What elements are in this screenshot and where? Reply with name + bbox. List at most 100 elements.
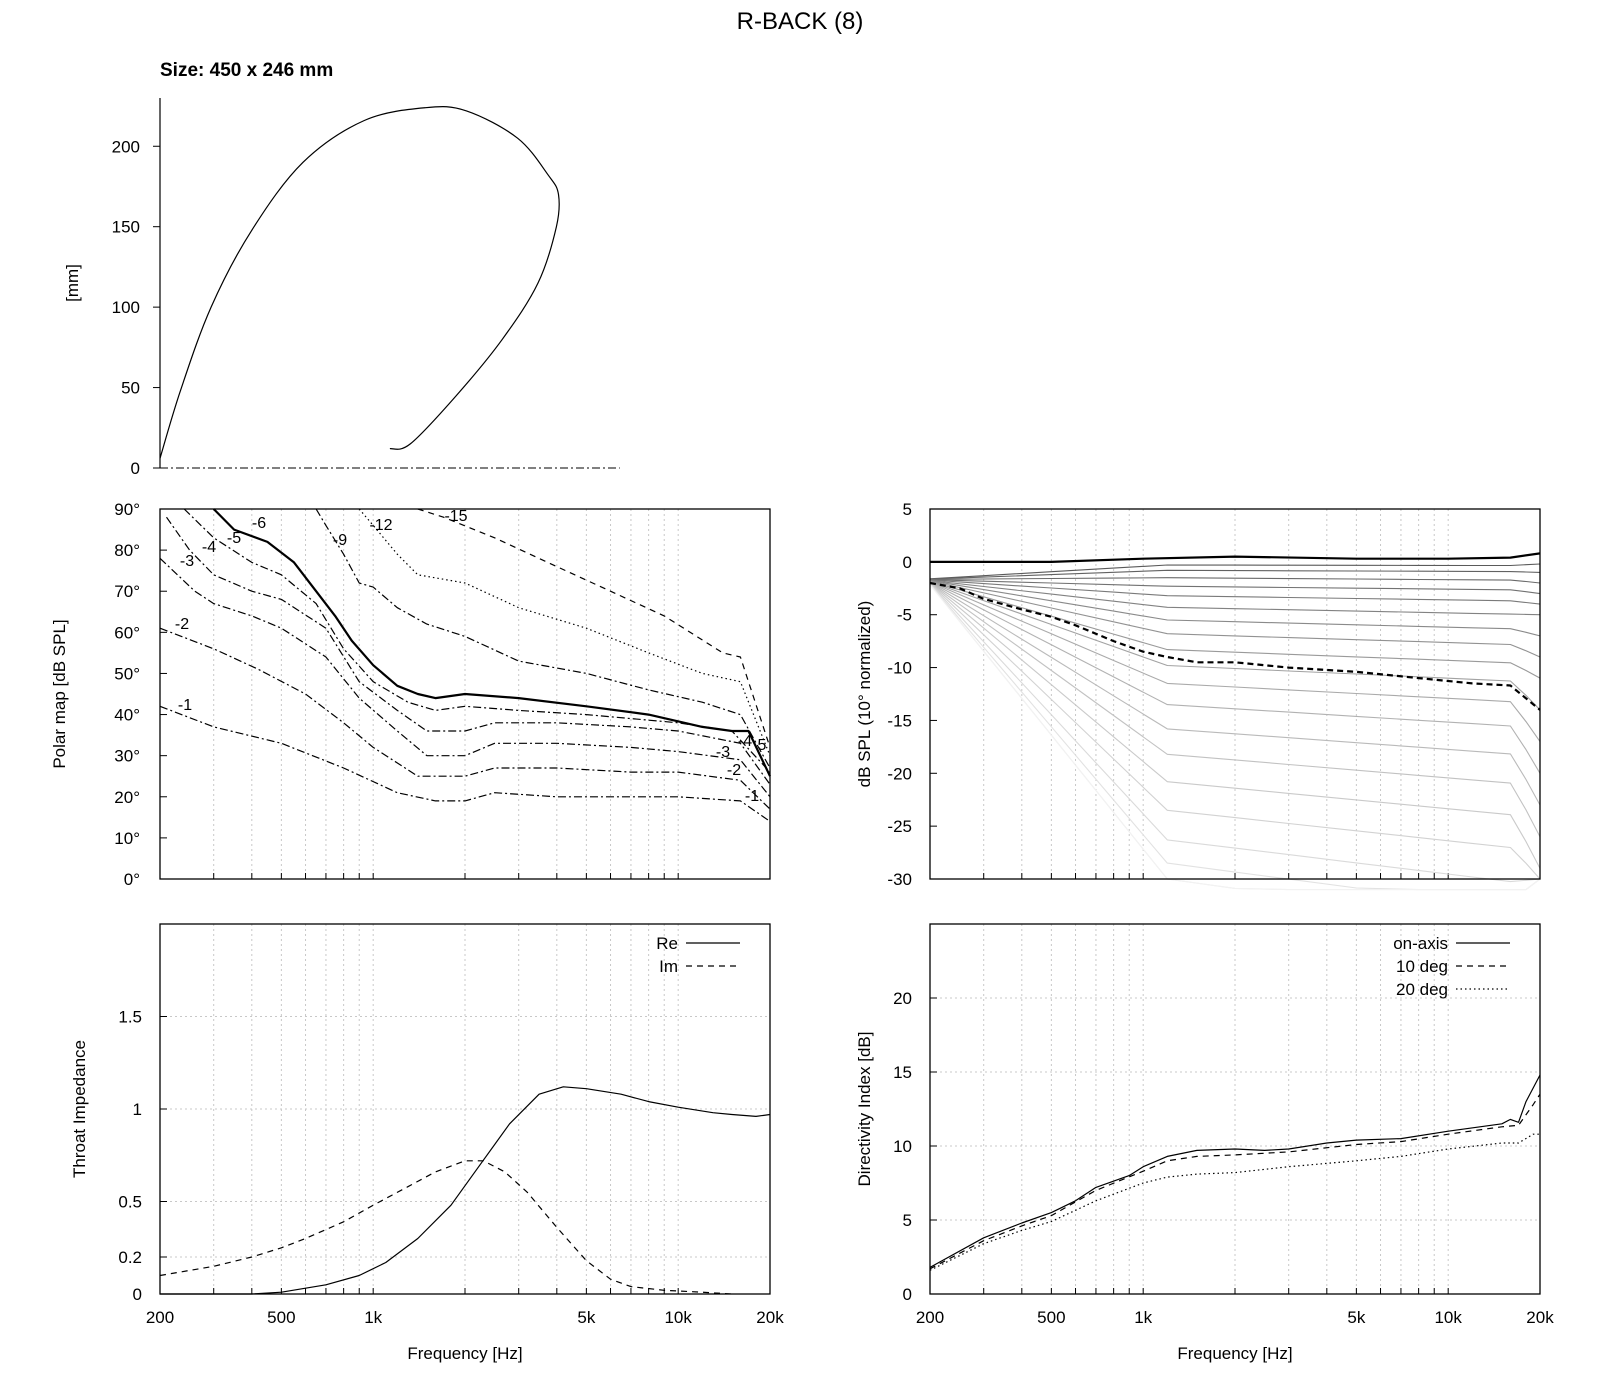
contour-label: -3	[180, 553, 194, 570]
legend-label: Im	[659, 957, 678, 976]
contour--6	[212, 508, 771, 777]
contour--1	[159, 705, 771, 822]
plot-frame	[929, 508, 1541, 880]
off-axis-curve	[929, 583, 1541, 883]
x-tick-label: 5k	[577, 1308, 595, 1327]
y-tick-label: 0.5	[118, 1193, 142, 1212]
off-axis-curve	[929, 583, 1541, 880]
profile-chart: Size: 450 x 246 mm 0 50 100 150 200 [mm]	[63, 60, 620, 478]
y-tick-label: 30°	[114, 747, 140, 766]
y-tick-label: 5	[903, 1211, 912, 1230]
y-tick-label: -10	[887, 659, 912, 678]
y-tick-label: -25	[887, 817, 912, 836]
y-tick-label: 50	[121, 379, 140, 398]
contour--5	[183, 508, 771, 773]
series-Re	[160, 1086, 771, 1295]
off-axis-curve	[929, 563, 1541, 580]
off-axis-curve	[929, 581, 1541, 774]
y-tick-label: 90°	[114, 500, 140, 519]
x-tick-label: 1k	[364, 1308, 382, 1327]
y-tick-label: -15	[887, 711, 912, 730]
series-Im	[159, 1160, 732, 1295]
off-axis-curve	[929, 579, 1541, 595]
y-tick-label: 10	[893, 1137, 912, 1156]
y-tick-label: 50°	[114, 664, 140, 683]
legend-label: on-axis	[1393, 934, 1448, 953]
y-tick-label: 0	[133, 1285, 142, 1304]
contour-line	[315, 508, 771, 769]
contour-label: -5	[227, 530, 241, 547]
y-tick-label: -5	[897, 606, 912, 625]
contour-line	[358, 508, 771, 756]
plot-frame	[159, 923, 771, 1295]
y-tick-label: 80°	[114, 541, 140, 560]
off-axis-curve	[929, 582, 1541, 806]
y-tick-label: 20	[893, 989, 912, 1008]
y-tick-label: 200	[112, 137, 140, 156]
contour-label: -4	[738, 733, 752, 750]
contour-line	[212, 508, 771, 777]
y-tick-label: 0	[903, 553, 912, 572]
x-tick-label: 500	[267, 1308, 295, 1327]
y-tick-label: 20°	[114, 788, 140, 807]
y-tick-label: 10°	[114, 829, 140, 848]
off-axis-curve	[929, 579, 1541, 605]
y-tick-label: 1.5	[118, 1008, 142, 1027]
x-axis-title: Frequency [Hz]	[407, 1344, 522, 1363]
x-tick-label: 200	[916, 1308, 944, 1327]
x-tick-label: 1k	[1134, 1308, 1152, 1327]
x-tick-label: 200	[146, 1308, 174, 1327]
series-on-axis	[929, 1074, 1541, 1268]
off-axis-curve	[929, 577, 1541, 584]
polar-map-chart: 0°10°20°30°40°50°60°70°80°90°-1-2-3-4-5-…	[50, 500, 771, 889]
legend-label: 10 deg	[1396, 957, 1448, 976]
off-axis-curve	[929, 582, 1541, 869]
y-axis-title: Directivity Index [dB]	[855, 1032, 874, 1187]
contour-label: -15	[444, 508, 467, 525]
horn-profile-curve	[159, 106, 560, 459]
profile-size-label: Size: 450 x 246 mm	[160, 60, 333, 81]
x-axis-title: Frequency [Hz]	[1177, 1344, 1292, 1363]
contour-line	[159, 557, 771, 798]
y-tick-label: 5	[903, 500, 912, 519]
y-tick-label: -30	[887, 870, 912, 889]
legend-label: 20 deg	[1396, 980, 1448, 999]
x-tick-label: 5k	[1347, 1308, 1365, 1327]
y-tick-label: 150	[112, 218, 140, 237]
off-axis-curve	[929, 584, 1541, 891]
y-axis-title: Throat Impedance	[70, 1040, 89, 1178]
contour-label: -1	[745, 788, 759, 805]
normalized-spl-chart: 5 0 -5 -10 -15 -20 -25 -30 dB SPL (10° normalize…	[855, 500, 1541, 891]
throat-impedance-chart: 0 0.2 0.5 1 1.5 Re Im 200 500 1k 5k 10k 20k Frequency…	[70, 923, 784, 1363]
off-axis-curve	[929, 580, 1541, 637]
contour-line	[159, 627, 771, 810]
off-axis-curve	[929, 580, 1541, 658]
legend-label: Re	[656, 934, 678, 953]
contour--9	[315, 508, 771, 769]
y-tick-label: 1	[133, 1100, 142, 1119]
figure-title: R-BACK (8)	[737, 8, 864, 35]
y-axis-title: Polar map [dB SPL]	[50, 619, 69, 768]
contour-label: -2	[727, 762, 741, 779]
reference-curve	[929, 581, 1541, 711]
x-tick-label: 500	[1037, 1308, 1065, 1327]
directivity-index-chart: 0 5 10 15 20 on-axis 10 deg 20 deg 200 500 1k 5k 10k…	[855, 923, 1554, 1363]
contour-label: -6	[252, 515, 266, 532]
contour--3	[159, 557, 771, 798]
y-tick-label: 15	[893, 1063, 912, 1082]
x-tick-label: 20k	[756, 1308, 784, 1327]
contour-label: -1	[178, 697, 192, 714]
contour--2	[159, 627, 771, 810]
contour-line	[166, 516, 771, 785]
off-axis-curves	[929, 563, 1541, 891]
off-axis-curve	[929, 581, 1541, 711]
contour-line	[159, 705, 771, 822]
contour-line	[183, 508, 771, 773]
y-tick-label: 40°	[114, 706, 140, 725]
y-tick-label: 0°	[124, 870, 140, 889]
contour-label: -2	[175, 616, 189, 633]
x-tick-label: 20k	[1526, 1308, 1554, 1327]
x-tick-label: 10k	[664, 1308, 692, 1327]
y-tick-label: 0	[131, 459, 140, 478]
